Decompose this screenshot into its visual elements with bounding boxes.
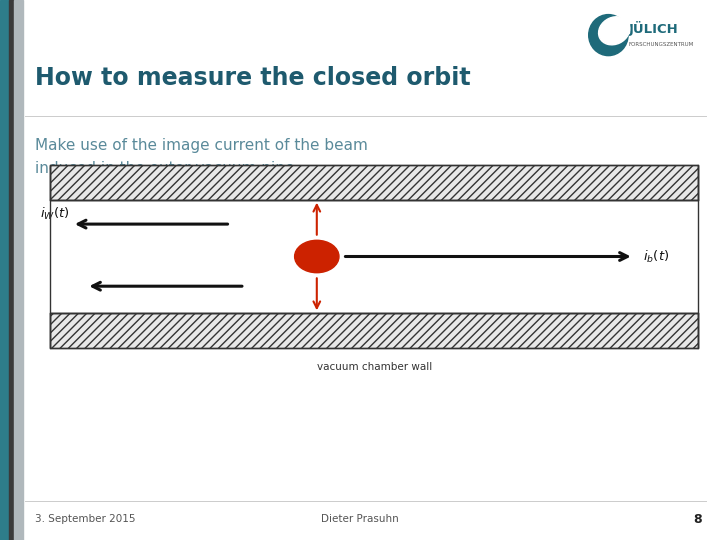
- Text: 8: 8: [693, 513, 702, 526]
- Text: How to measure the closed orbit: How to measure the closed orbit: [35, 66, 470, 90]
- Text: Make use of the image current of the beam: Make use of the image current of the bea…: [35, 138, 367, 153]
- Text: induced in the outer vacuum pipe: induced in the outer vacuum pipe: [35, 161, 294, 176]
- Bar: [50, 313, 698, 348]
- Ellipse shape: [294, 240, 339, 273]
- Text: FORSCHUNGSZENTRUM: FORSCHUNGSZENTRUM: [629, 42, 694, 48]
- Ellipse shape: [589, 15, 628, 56]
- Bar: [0, 0, 9, 540]
- Text: vacuum chamber wall: vacuum chamber wall: [317, 362, 432, 372]
- Bar: [50, 165, 698, 200]
- Bar: [50, 313, 698, 348]
- Bar: [9, 0, 14, 540]
- Text: JÜLICH: JÜLICH: [629, 21, 679, 36]
- Bar: [14, 0, 23, 540]
- Ellipse shape: [598, 17, 630, 45]
- Bar: [50, 200, 698, 313]
- Text: $i_b (t)$: $i_b (t)$: [643, 248, 670, 265]
- Bar: [50, 165, 698, 200]
- Text: 3. September 2015: 3. September 2015: [35, 515, 135, 524]
- Text: Dieter Prasuhn: Dieter Prasuhn: [321, 515, 399, 524]
- Text: $i_W (t)$: $i_W (t)$: [40, 206, 69, 222]
